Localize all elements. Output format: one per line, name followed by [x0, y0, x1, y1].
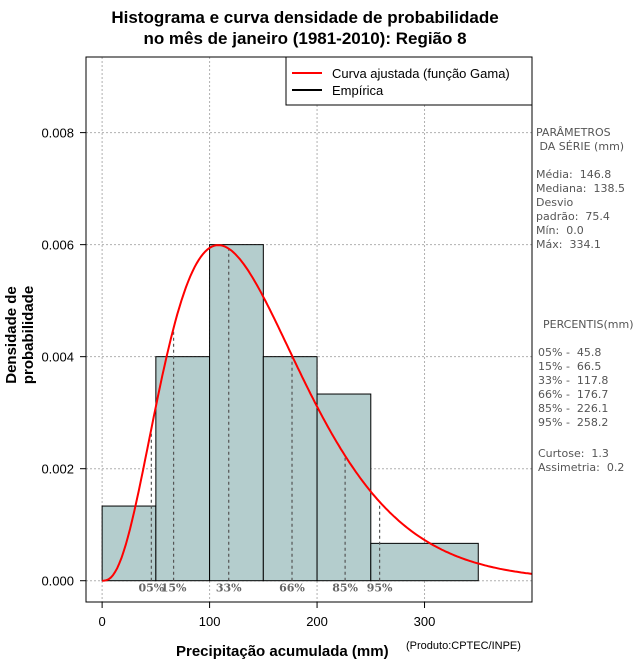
y-tick-label-0: 0.000 [41, 574, 74, 589]
y-tick-label-1: 0.002 [41, 462, 74, 477]
percentile-label-2: 33% [216, 582, 242, 595]
x-tick-label-2: 200 [306, 614, 328, 629]
legend-box [285, 56, 533, 106]
histogram-bar-3 [262, 356, 318, 582]
legend-label-0: Curva ajustada (função Gama) [332, 66, 510, 81]
params-title: PARÂMETROS DA SÉRIE (mm) [536, 126, 625, 153]
histogram-bar-1 [155, 356, 211, 582]
x-tick-label-3: 300 [414, 614, 436, 629]
x-axis-title: Precipitação acumulada (mm) [176, 643, 389, 660]
chart-title-line1: Histograma e curva densidade de probabil… [111, 8, 499, 27]
histogram-bar-2 [209, 244, 264, 582]
chart-title-line2: no mês de janeiro (1981-2010): Região 8 [143, 29, 467, 48]
legend-label-1: Empírica [332, 83, 384, 98]
histogram-bar-4 [316, 393, 372, 582]
percentile-label-0: 05% [138, 582, 164, 595]
percentile-label-5: 95% [367, 582, 393, 595]
y-tick-label-2: 0.004 [41, 350, 74, 365]
stats-body: Curtose: 1.3 Assimetria: 0.2 [538, 447, 625, 474]
params-body: Média: 146.8 Mediana: 138.5 Desvio padrã… [536, 168, 625, 251]
y-tick-label-3: 0.006 [41, 238, 74, 253]
gamma-curve [102, 244, 533, 582]
y-axis-title: Densidade de probabilidade [3, 285, 37, 385]
product-credit: (Produto:CPTEC/INPE) [406, 640, 521, 652]
percentile-label-1: 15% [161, 582, 187, 595]
y-tick-label-4: 0.008 [41, 126, 74, 141]
x-tick-label-0: 0 [99, 614, 106, 629]
histogram-bar-5 [370, 542, 479, 582]
percentis-body: 05% - 45.8 15% - 66.5 33% - 117.8 66% - … [538, 346, 609, 429]
percentile-label-4: 85% [332, 582, 358, 595]
percentis-title: PERCENTIS(mm) [543, 318, 634, 331]
percentile-label-3: 66% [279, 582, 305, 595]
x-tick-label-1: 100 [199, 614, 221, 629]
histogram-bar-0 [101, 505, 157, 582]
